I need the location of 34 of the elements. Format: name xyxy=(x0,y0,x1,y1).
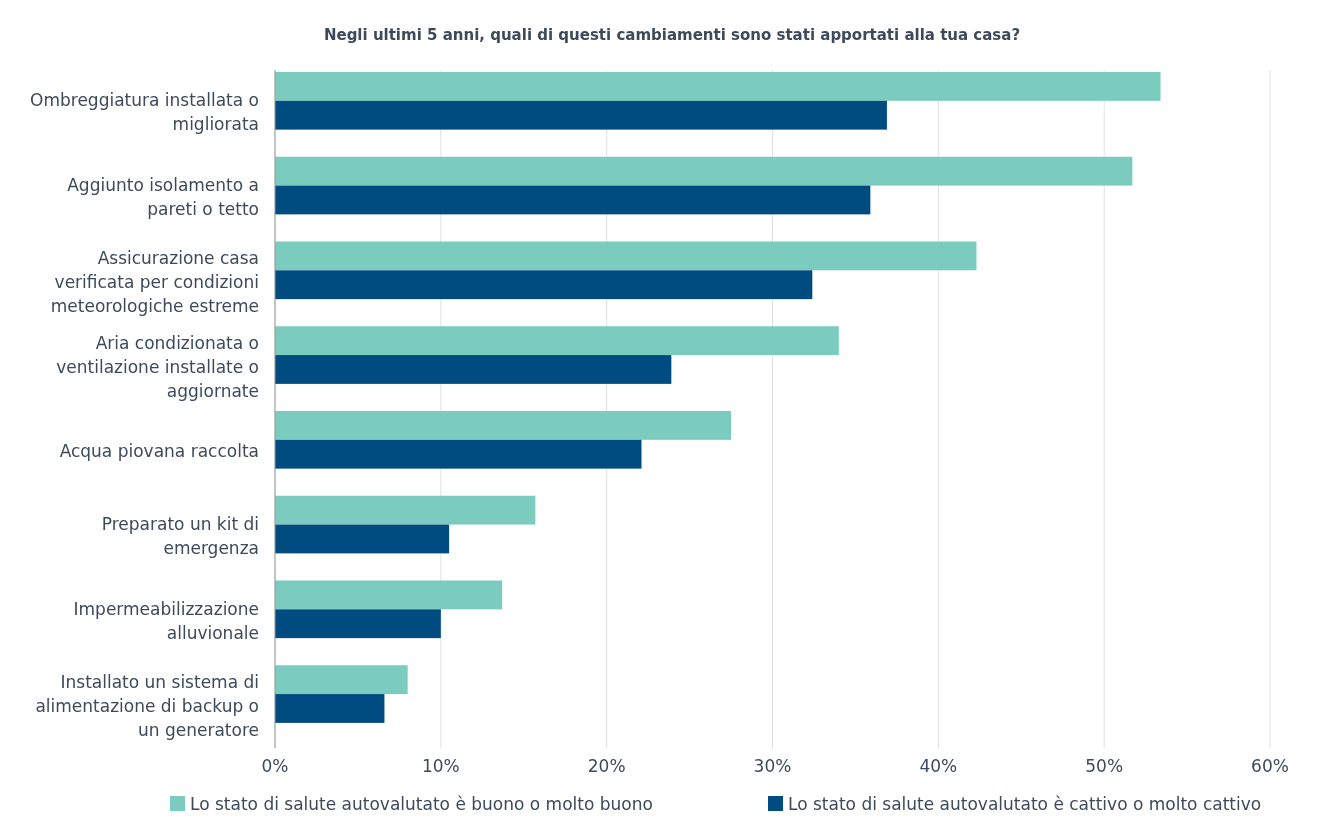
y-tick-label: Aria condizionata o ventilazione installate o aggiornate xyxy=(56,332,259,401)
bar xyxy=(275,270,813,300)
x-tick-label: 30% xyxy=(753,756,792,776)
bar xyxy=(275,609,441,639)
chart-title: Negli ultimi 5 anni, quali di questi cambiamenti sono stati apportati alla tua casa? xyxy=(323,26,1021,44)
bar xyxy=(275,411,732,440)
x-tick-label: 40% xyxy=(919,756,958,776)
bar xyxy=(275,495,536,525)
bar xyxy=(275,156,1133,186)
legend-label: Lo stato di salute autovalutato è cattivo o molto cattivo xyxy=(788,794,1262,814)
x-tick-label: 20% xyxy=(587,756,626,776)
bar xyxy=(275,524,450,554)
y-tick-label: Impermeabilizzazione alluvionale xyxy=(73,598,259,643)
bar xyxy=(275,665,408,695)
bar xyxy=(275,694,385,723)
y-tick-label: Ombreggiatura installata o migliorata xyxy=(30,90,259,135)
bar xyxy=(275,580,503,610)
x-tick-label: 0% xyxy=(261,756,289,776)
y-tick-label: Preparato un kit di emergenza xyxy=(101,514,259,559)
x-tick-label: 50% xyxy=(1085,756,1124,776)
bar xyxy=(275,241,977,271)
y-tick-label: Installato un sistema di alimentazione di backup o un generatore xyxy=(35,671,259,740)
bar xyxy=(275,72,1161,101)
bar xyxy=(275,326,839,356)
y-tick-label: Acqua piovana raccolta xyxy=(59,441,259,462)
y-tick-label: Assicurazione casa verificata per condizioni meteorologiche estreme xyxy=(50,247,259,316)
bar xyxy=(275,355,672,384)
bar xyxy=(275,439,642,469)
x-tick-label: 10% xyxy=(421,756,460,776)
legend-label: Lo stato di salute autovalutato è buono o molto buono xyxy=(190,794,653,814)
y-tick-label: Aggiunto isolamento a pareti o tetto xyxy=(67,175,259,220)
x-tick-label: 60% xyxy=(1251,756,1289,776)
bar xyxy=(275,100,887,130)
bar xyxy=(275,185,871,215)
